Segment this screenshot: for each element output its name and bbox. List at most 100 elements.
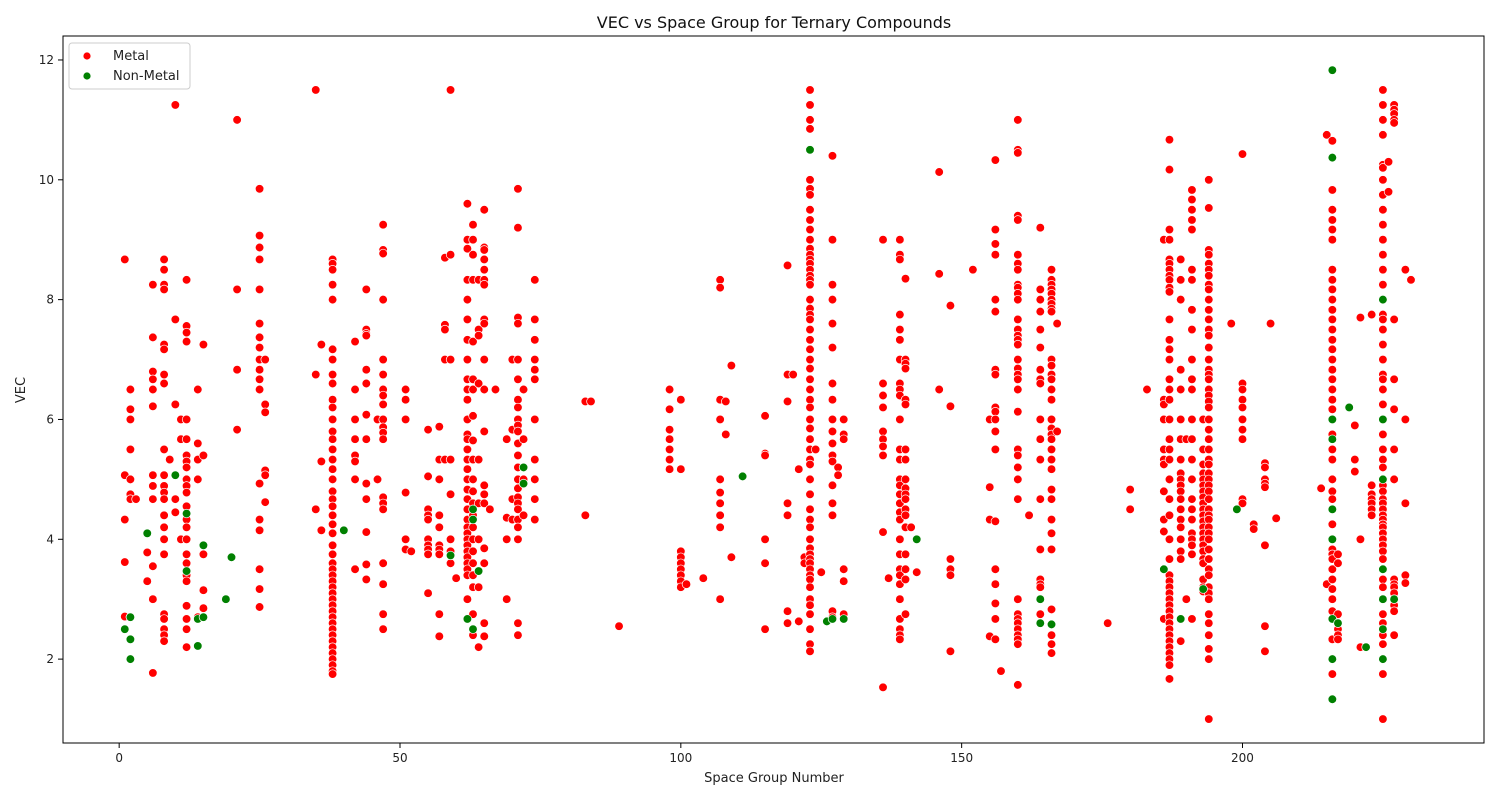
point-metal [715, 510, 725, 520]
point-metal [159, 470, 169, 480]
point-metal [316, 525, 327, 535]
point-metal [131, 494, 141, 504]
point-metal [530, 454, 540, 465]
point-metal [1187, 205, 1197, 215]
point-metal [1024, 510, 1034, 520]
point-metal [1013, 384, 1023, 395]
point-metal [378, 220, 388, 230]
point-metal [990, 426, 1001, 437]
point-metal [254, 602, 265, 612]
point-metal [400, 384, 411, 395]
point-metal [1204, 284, 1214, 295]
point-metal [434, 422, 444, 432]
point-metal [1035, 342, 1045, 353]
x-tick-label: 50 [392, 751, 407, 765]
point-metal [1378, 554, 1388, 564]
point-metal [327, 549, 338, 559]
point-metal [1327, 215, 1337, 225]
point-metal [378, 434, 388, 444]
point-metal [1013, 680, 1023, 690]
point-metal [327, 501, 338, 511]
point-metal [782, 510, 793, 520]
point-metal [1204, 459, 1214, 470]
point-metal [468, 235, 478, 245]
point-metal [1378, 85, 1388, 95]
point-metal [760, 411, 770, 421]
point-metal [906, 522, 916, 532]
point-metal [1260, 462, 1270, 473]
point-metal [1176, 384, 1186, 395]
point-metal [827, 151, 838, 161]
point-metal [327, 474, 338, 485]
point-metal [445, 354, 456, 365]
point-non-metal [142, 528, 152, 538]
point-metal [1046, 514, 1057, 525]
point-metal [1187, 384, 1197, 395]
point-metal [159, 636, 169, 646]
point-metal [715, 414, 725, 425]
y-axis: 2 4 6 8 10 12 [39, 53, 63, 666]
point-metal [260, 399, 270, 410]
point-metal [479, 265, 489, 275]
point-metal [1204, 570, 1214, 580]
point-metal [1187, 305, 1197, 315]
point-metal [1378, 546, 1388, 556]
point-metal [794, 616, 804, 627]
point-metal [327, 540, 338, 550]
point-metal [361, 284, 371, 295]
point-non-metal [518, 478, 529, 489]
point-metal [664, 454, 675, 465]
point-metal [839, 434, 849, 444]
point-non-metal [518, 462, 529, 473]
point-metal [805, 344, 815, 355]
point-metal [327, 369, 338, 380]
point-metal [1013, 450, 1023, 461]
point-metal [1013, 594, 1023, 604]
point-metal [1327, 275, 1337, 285]
point-metal [327, 434, 338, 444]
point-non-metal [1389, 594, 1399, 604]
point-metal [254, 478, 265, 489]
point-metal [400, 395, 411, 405]
point-metal [502, 534, 512, 544]
point-metal [1035, 609, 1045, 619]
point-metal [361, 378, 371, 389]
point-metal [148, 384, 158, 395]
point-non-metal [1378, 654, 1388, 664]
point-metal [327, 294, 338, 305]
point-metal [327, 344, 338, 355]
point-metal [120, 514, 130, 525]
point-metal [232, 424, 242, 435]
point-metal [361, 365, 371, 375]
point-metal [1383, 157, 1394, 167]
point-metal [878, 378, 888, 389]
point-metal [1355, 312, 1366, 323]
point-metal [1035, 294, 1045, 305]
point-metal [254, 384, 265, 395]
point-metal [805, 215, 815, 225]
point-metal [260, 407, 270, 417]
point-metal [170, 100, 180, 110]
point-metal [530, 494, 540, 504]
point-metal [327, 354, 338, 365]
point-metal [1204, 534, 1214, 544]
point-metal [170, 507, 180, 517]
x-tick-label: 200 [1231, 751, 1254, 765]
point-metal [1035, 454, 1045, 465]
point-non-metal [1327, 65, 1337, 75]
point-metal [1204, 654, 1214, 664]
point-metal [361, 527, 371, 537]
point-metal [805, 534, 815, 544]
point-metal [181, 327, 192, 338]
point-metal [945, 554, 956, 564]
point-metal [513, 630, 523, 640]
point-metal [1204, 609, 1214, 619]
point-metal [1164, 314, 1175, 325]
point-metal [1013, 250, 1023, 260]
point-metal [990, 224, 1001, 235]
point-metal [1378, 374, 1388, 384]
point-metal [148, 481, 158, 491]
point-metal [664, 434, 675, 444]
point-metal [664, 384, 675, 395]
point-metal [1046, 484, 1057, 495]
